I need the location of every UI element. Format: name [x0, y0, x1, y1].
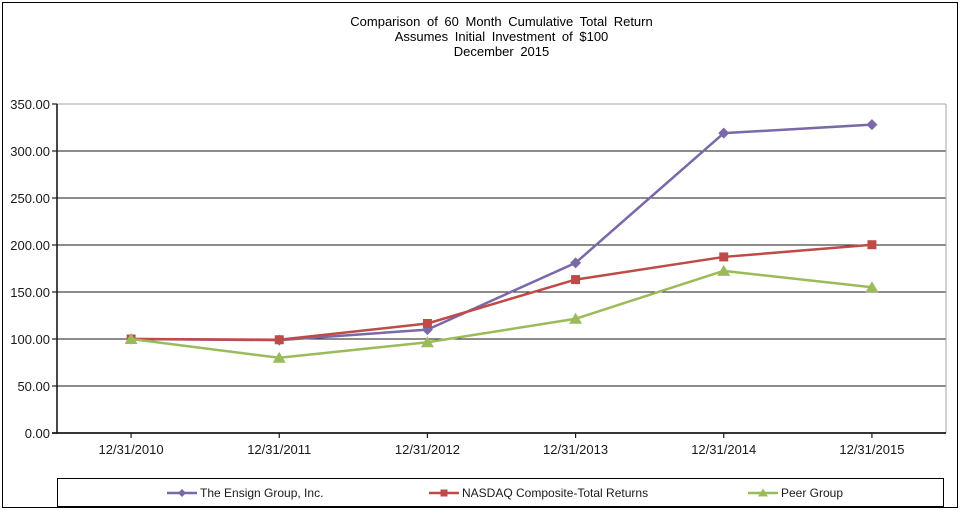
square-marker-icon — [571, 275, 581, 285]
x-tick-label: 12/31/2015 — [839, 442, 905, 457]
triangle-marker-icon — [420, 336, 434, 348]
nasdaq-line-marker-icon — [429, 486, 459, 500]
y-tick-label: 150.00 — [10, 284, 50, 300]
legend: The Ensign Group, Inc. NASDAQ Composite-… — [57, 478, 944, 507]
legend-label-peer: Peer Group — [781, 485, 844, 500]
series-2 — [124, 264, 879, 363]
y-tick-label: 50.00 — [17, 378, 50, 394]
chart-title-line-2: Assumes Initial Investment of $100 — [394, 29, 609, 44]
triangle-marker-icon — [272, 351, 286, 363]
triangle-marker-icon — [569, 312, 583, 324]
y-tick-label: 250.00 — [10, 190, 50, 206]
ensign-line-marker-icon — [167, 486, 197, 500]
x-tick-label: 12/31/2014 — [691, 442, 757, 457]
square-marker-icon — [274, 335, 284, 345]
chart-title: Comparison of 60 Month Cumulative Total … — [57, 14, 946, 59]
x-tick-label: 12/31/2010 — [98, 442, 164, 457]
square-marker-icon — [719, 252, 729, 262]
y-tick-label: 350.00 — [10, 96, 50, 112]
chart-title-line-1: Comparison of 60 Month Cumulative Total … — [350, 14, 653, 29]
legend-label-ensign: The Ensign Group, Inc. — [200, 485, 324, 500]
square-marker-icon — [867, 240, 877, 250]
legend-entry-ensign: The Ensign Group, Inc. — [167, 479, 323, 506]
x-tick-label: 12/31/2011 — [247, 442, 312, 457]
y-tick-label: 0.00 — [24, 425, 50, 441]
peer-line-marker-icon — [748, 486, 778, 500]
diamond-marker-icon — [866, 119, 878, 131]
x-tick-label: 12/31/2013 — [543, 442, 609, 457]
series-line — [131, 243, 873, 342]
y-tick-label: 100.00 — [10, 331, 50, 347]
diamond-marker-icon — [718, 127, 730, 139]
triangle-marker-icon — [124, 333, 138, 344]
y-tick-label: 300.00 — [10, 143, 50, 159]
x-tick-label: 12/31/2012 — [394, 442, 460, 457]
triangle-marker-icon — [865, 281, 879, 293]
legend-entry-peer: Peer Group — [748, 479, 843, 506]
series-0 — [125, 119, 878, 346]
series-line — [130, 269, 873, 360]
y-tick-label: 200.00 — [10, 237, 50, 253]
legend-label-nasdaq: NASDAQ Composite-Total Returns — [462, 485, 649, 500]
series-line — [131, 123, 872, 342]
square-marker-icon — [422, 318, 432, 328]
legend-entry-nasdaq: NASDAQ Composite-Total Returns — [429, 479, 648, 506]
diamond-marker-icon — [570, 257, 582, 269]
triangle-marker-icon — [717, 264, 731, 276]
chart-title-line-3: December 2015 — [453, 44, 550, 59]
